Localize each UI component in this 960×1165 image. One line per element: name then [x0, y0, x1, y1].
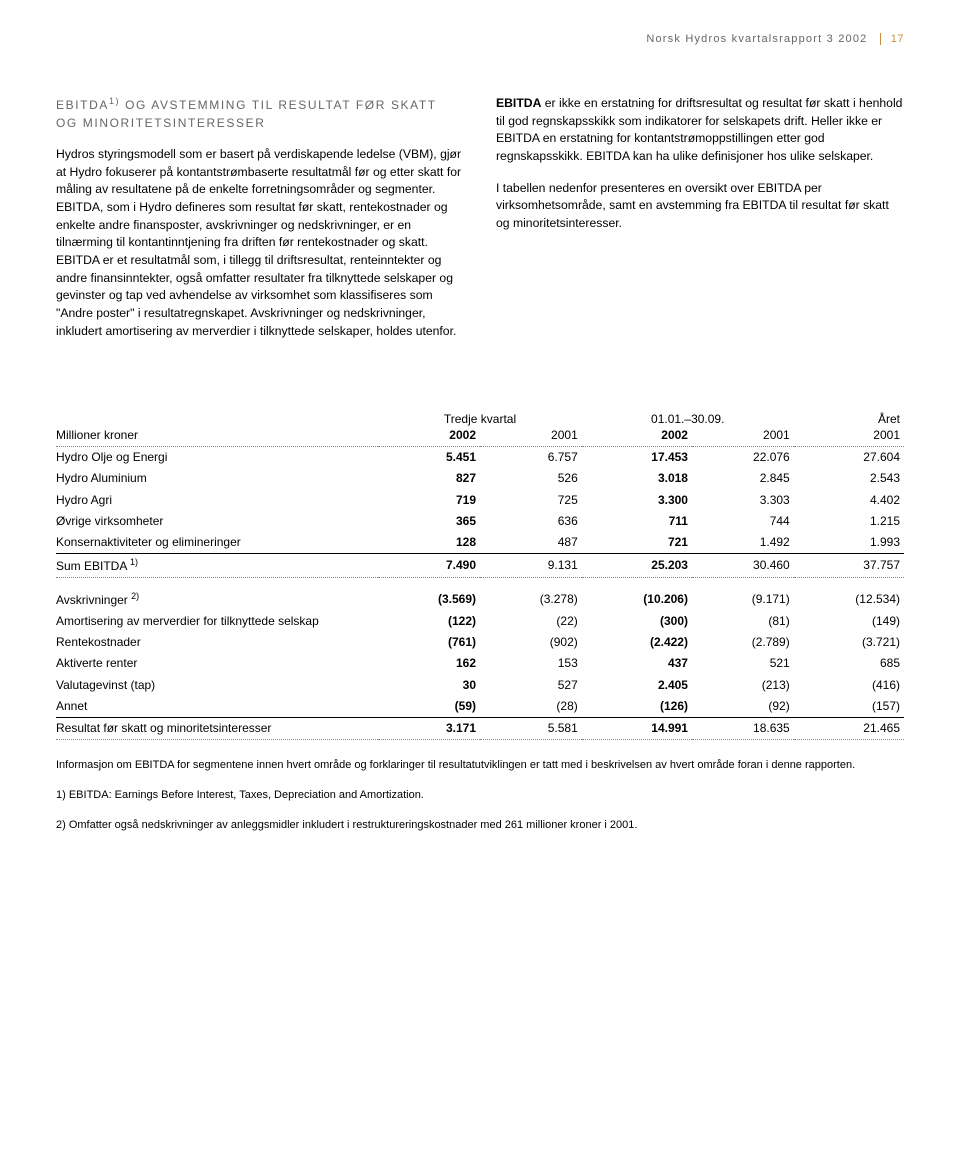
- right-column: EBITDA er ikke en erstatning for driftsr…: [496, 95, 904, 355]
- left-column: EBITDA1) OG AVSTEMMING TIL RESULTAT FØR …: [56, 95, 464, 355]
- running-header: Norsk Hydros kvartalsrapport 3 2002 17: [56, 32, 904, 47]
- ebitda-table: Tredje kvartal01.01.–30.09.ÅretMillioner…: [56, 408, 904, 739]
- body-paragraph: Hydros styringsmodell som er basert på v…: [56, 146, 464, 341]
- page-number: 17: [880, 33, 904, 45]
- body-paragraph: EBITDA er ikke en erstatning for driftsr…: [496, 95, 904, 166]
- running-title: Norsk Hydros kvartalsrapport 3 2002: [646, 33, 867, 45]
- footnote-info: Informasjon om EBITDA for segmentene inn…: [56, 758, 904, 774]
- footnote-2: 2) Omfatter også nedskrivninger av anleg…: [56, 818, 904, 834]
- text-columns: EBITDA1) OG AVSTEMMING TIL RESULTAT FØR …: [56, 95, 904, 355]
- body-paragraph: I tabellen nedenfor presenteres en overs…: [496, 180, 904, 233]
- footnote-1: 1) EBITDA: Earnings Before Interest, Tax…: [56, 788, 904, 804]
- section-heading: EBITDA1) OG AVSTEMMING TIL RESULTAT FØR …: [56, 95, 464, 132]
- footnotes: Informasjon om EBITDA for segmentene inn…: [56, 758, 904, 834]
